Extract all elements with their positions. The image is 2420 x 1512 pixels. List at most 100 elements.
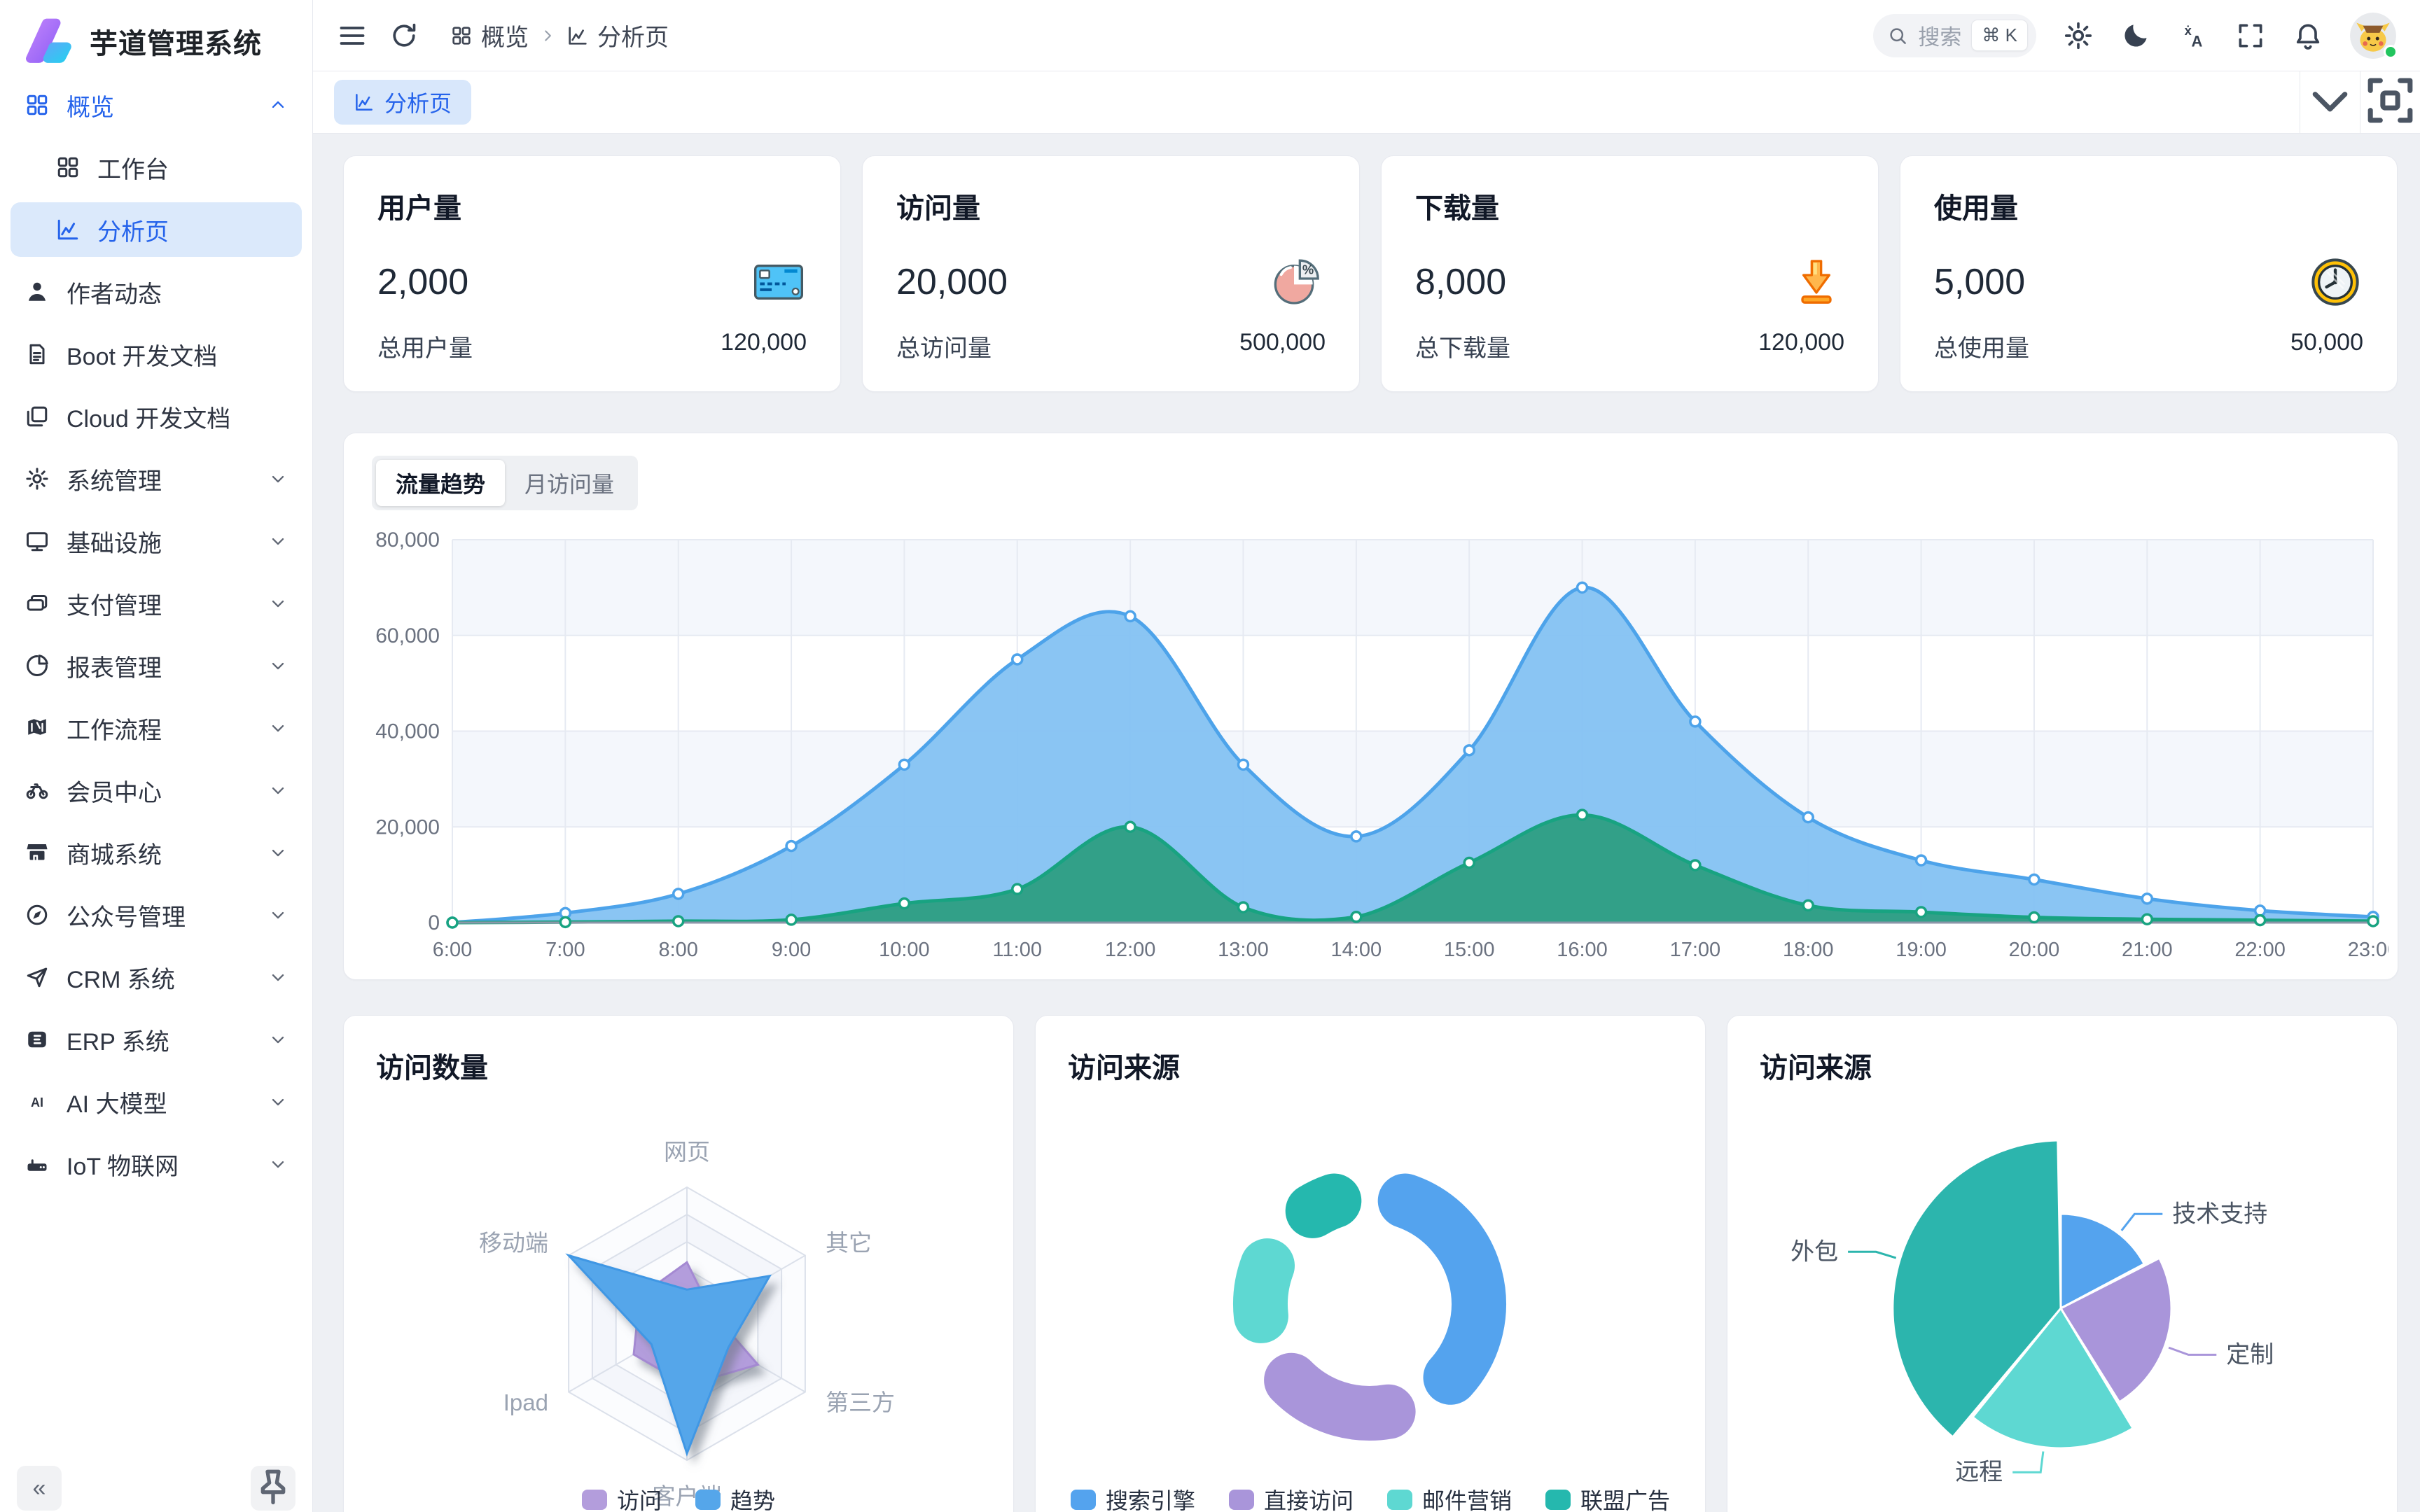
stat-footer-value: 120,000 [1758,329,1844,356]
card-blue-icon [751,254,807,310]
sidebar-item-工作台[interactable]: 工作台 [11,140,302,195]
svg-text:9:00: 9:00 [772,939,811,961]
chevron-down-icon [268,905,288,925]
sidebar-item-分析页[interactable]: 分析页 [11,202,302,257]
chevron-down-icon [268,1154,288,1174]
dark-mode-icon[interactable] [2120,20,2151,51]
sidebar-item-iot-物联网[interactable]: IoT 物联网 [11,1137,302,1191]
sidebar-item-报表管理[interactable]: 报表管理 [11,638,302,693]
stat-card-访问量: 访问量 20,000% 总访问量 500,000 [862,155,1360,392]
svg-text:18:00: 18:00 [1783,939,1834,961]
svg-text:A: A [2192,32,2203,50]
sidebar-item-ai-大模型[interactable]: AI AI 大模型 [11,1074,302,1129]
sidebar-item-概览[interactable]: 概览 [11,78,302,132]
legend-item-邮件营销[interactable]: 邮件营销 [1387,1483,1512,1512]
sidebar-item-商城系统[interactable]: 商城系统 [11,825,302,880]
chevron-down-icon [268,594,288,613]
app-title: 芋道管理系统 [90,29,262,59]
legend-label: 直接访问 [1263,1488,1354,1512]
sidebar-item-公众号管理[interactable]: 公众号管理 [11,888,302,942]
sidebar-item-基础设施[interactable]: 基础设施 [11,514,302,568]
breadcrumb-label: 分析页 [597,24,669,51]
traffic-area-chart: 0 20,000 40,000 60,000 80,000 6:00 7:00 8:00 9:0… [354,507,2398,970]
refresh-icon[interactable] [389,20,419,51]
menu-toggle-icon[interactable] [337,20,368,51]
legend-swatch [1070,1489,1096,1510]
sidebar-item-boot-开发文档[interactable]: Boot 开发文档 [11,327,302,382]
legend-swatch [581,1489,607,1510]
chevron-right-icon [538,27,557,45]
stat-card-用户量: 用户量 2,000 总用户量 120,000 [343,155,841,392]
legend-swatch [695,1489,721,1510]
stat-title: 使用量 [1934,193,2018,224]
sidebar-item-工作流程[interactable]: 工作流程 [11,701,302,755]
legend-item-联盟广告[interactable]: 联盟广告 [1545,1483,1670,1512]
card-title: 访问数量 [376,1053,488,1084]
svg-text:定制: 定制 [2226,1341,2274,1368]
app-logo[interactable]: 芋道管理系统 [24,15,262,67]
sidebar-item-支付管理[interactable]: 支付管理 [11,576,302,631]
sidebar-item-cloud-开发文档[interactable]: Cloud 开发文档 [11,389,302,444]
settings-icon[interactable] [2063,20,2094,51]
legend-item-搜索引擎[interactable]: 搜索引擎 [1070,1483,1195,1512]
svg-text:19:00: 19:00 [1896,939,1947,961]
card-title: 访问来源 [1760,1053,1872,1084]
svg-text:80,000: 80,000 [375,528,440,552]
sidebar-item-会员中心[interactable]: 会员中心 [11,763,302,818]
maximize-icon [2360,71,2420,134]
online-status-dot [2384,44,2398,59]
sidebar-item-crm-系统[interactable]: CRM 系统 [11,950,302,1004]
avatar[interactable] [2350,12,2398,59]
legend-label: 邮件营销 [1422,1488,1512,1512]
stat-footer-label: 总下载量 [1415,335,1510,362]
chart-icon [354,92,375,113]
sidebar-item-系统管理[interactable]: 系统管理 [11,451,302,506]
sidebar-item-作者动态[interactable]: 作者动态 [11,265,302,319]
pay-icon [25,591,50,616]
svg-text:%: % [1302,262,1314,276]
breadcrumb-item-overview[interactable]: 概览 [450,18,529,52]
compass-icon [25,902,50,927]
content-maximize-button[interactable] [2360,71,2420,133]
svg-text:远程: 远程 [1955,1459,2003,1485]
traffic-tab-月访问量[interactable]: 月访问量 [524,472,615,497]
tab-analysis[interactable]: 分析页 [334,80,472,125]
chevron-down-icon [268,1030,288,1049]
svg-text:AI: AI [31,1096,43,1110]
breadcrumb-item-analysis[interactable]: 分析页 [566,18,669,52]
crm-icon [25,965,50,990]
visit-source-donut-chart [1036,1016,1706,1512]
search-icon [1887,25,1908,46]
search-input[interactable]: 搜索 ⌘ K [1873,13,2036,57]
legend-label: 联盟广告 [1580,1488,1671,1512]
fullscreen-icon[interactable] [2235,20,2266,51]
donut-legend: 搜索引擎 直接访问 邮件营销 联盟广告 [1036,1483,1705,1512]
card-title: 访问来源 [1068,1053,1180,1084]
chart-icon [566,24,589,47]
sidebar-menu: 概览工作台分析页作者动态 Boot 开发文档 Cloud 开发文档 系统管理基础设施支… [11,78,302,1199]
notifications-icon[interactable] [2293,20,2323,51]
chevron-down-icon [268,780,288,800]
stat-title: 下载量 [1415,193,1499,224]
sidebar-pin-button[interactable] [251,1466,295,1511]
sidebar-item-label: 商城系统 [67,841,162,869]
svg-text:其它: 其它 [826,1230,872,1256]
sidebar-collapse-button[interactable]: « [17,1466,62,1511]
svg-text:40,000: 40,000 [375,720,440,743]
sidebar-item-erp-系统[interactable]: ERP 系统 [11,1012,302,1067]
sidebar-item-label: Boot 开发文档 [67,343,218,370]
tab-list-dropdown-button[interactable] [2300,71,2360,133]
legend-item-趋势[interactable]: 趋势 [695,1483,775,1512]
svg-text:外包: 外包 [1790,1238,1838,1265]
svg-text:ẋ: ẋ [2185,23,2192,38]
svg-text:14:00: 14:00 [1331,939,1382,961]
visit-source-pie-card: 技术支持 定制 远程 外包 访问来源 [1727,1015,2398,1512]
traffic-tab-流量趋势[interactable]: 流量趋势 [376,460,506,506]
legend-item-访问[interactable]: 访问 [581,1483,662,1512]
legend-item-直接访问[interactable]: 直接访问 [1228,1483,1354,1512]
svg-text:23:00: 23:00 [2348,939,2388,961]
stat-card-使用量: 使用量 5,000 总使用量 50,000 [1900,155,2398,392]
tab-label: 分析页 [384,91,452,116]
